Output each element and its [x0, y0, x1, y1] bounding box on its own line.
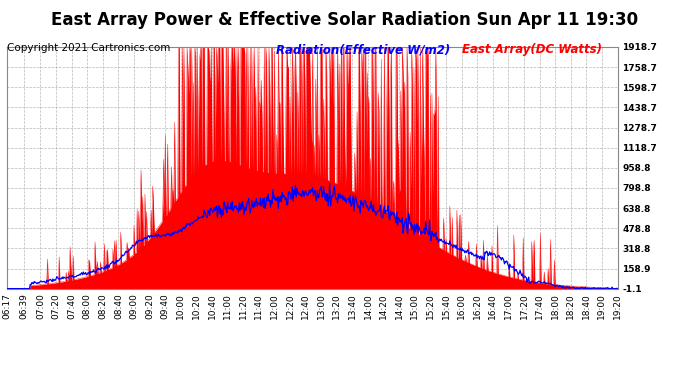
Text: East Array Power & Effective Solar Radiation Sun Apr 11 19:30: East Array Power & Effective Solar Radia… — [52, 11, 638, 29]
Text: Copyright 2021 Cartronics.com: Copyright 2021 Cartronics.com — [7, 43, 170, 53]
Text: East Array(DC Watts): East Array(DC Watts) — [462, 43, 602, 56]
Text: Radiation(Effective W/m2): Radiation(Effective W/m2) — [276, 43, 451, 56]
